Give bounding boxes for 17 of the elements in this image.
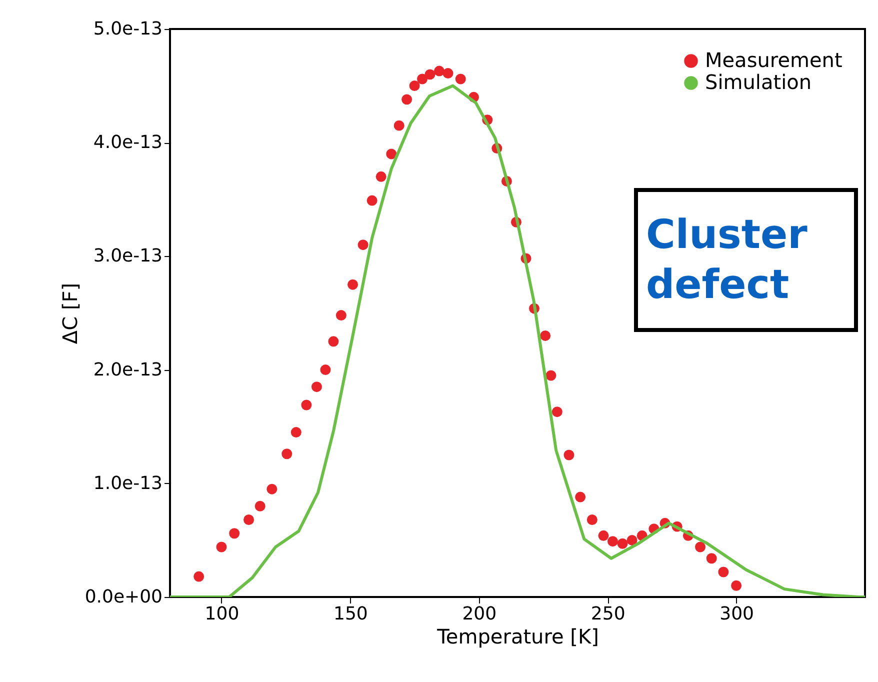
x-tick-label: 200 <box>462 604 497 624</box>
legend-label: Measurement <box>705 48 842 72</box>
y-tick-label: 1.0e-13 <box>93 472 162 494</box>
note-frame: Cluster defect <box>634 188 858 332</box>
y-tick-label: 4.0e-13 <box>93 132 162 154</box>
y-axis-title: ΔC [F] <box>58 282 82 344</box>
y-tick-label: 0.0e+00 <box>84 586 162 608</box>
y-tick-label: 5.0e-13 <box>93 18 162 40</box>
legend-label: Simulation <box>705 70 812 94</box>
x-tick-label: 300 <box>720 604 754 624</box>
annotation: Cluster defect <box>646 211 808 310</box>
x-tick-label: 100 <box>204 604 240 624</box>
y-tick-label: 3.0e-13 <box>93 246 162 267</box>
y-tick-label: 2.0e-13 <box>93 359 162 380</box>
x-tick-label: 150 <box>334 604 368 624</box>
x-tick-label: 250 <box>590 604 626 624</box>
x-axis-title: Temperature [K] <box>436 624 599 648</box>
